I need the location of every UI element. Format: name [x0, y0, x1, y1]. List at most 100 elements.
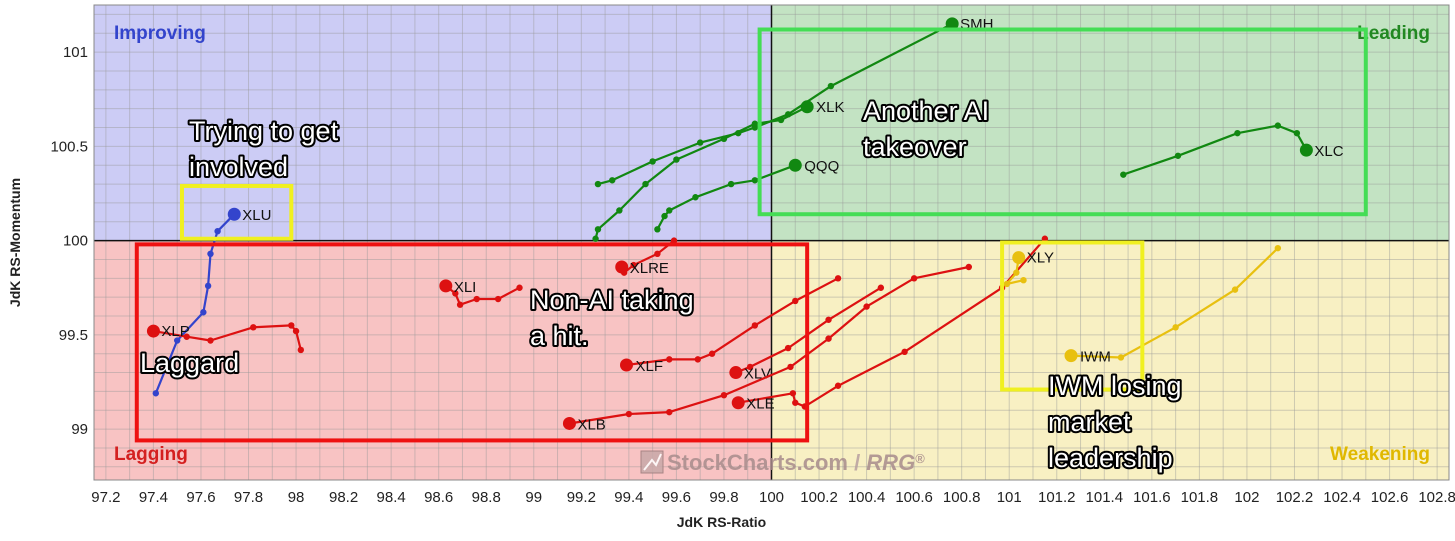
series-point-xli	[473, 295, 480, 303]
series-point-xlu	[214, 227, 221, 235]
series-point-xlv	[877, 284, 885, 291]
x-tick-label: 99.4	[614, 489, 643, 506]
series-label-xlc: XLC	[1314, 143, 1343, 160]
quadrant-leading	[771, 5, 1449, 241]
series-point-smh	[696, 139, 704, 146]
x-tick-label: 100.6	[895, 489, 933, 506]
series-point-xlv	[784, 344, 792, 352]
x-tick-label: 97.2	[91, 489, 120, 506]
series-point-iwm	[1274, 244, 1282, 252]
x-tick-label: 100.4	[848, 489, 886, 506]
series-head-xlb	[562, 416, 576, 430]
series-label-xlb: XLB	[577, 416, 605, 433]
series-point-smh	[594, 180, 602, 188]
callout-line: IWM losing	[1048, 371, 1182, 401]
series-point-xlre	[670, 237, 678, 244]
x-tick-label: 102.4	[1323, 489, 1361, 506]
x-axis-title: JdK RS-Ratio	[677, 514, 766, 530]
x-tick-label: 98.4	[377, 489, 406, 506]
series-point-xlb	[625, 410, 633, 418]
y-tick-label: 101	[63, 44, 88, 61]
series-point-xly	[1020, 276, 1027, 284]
x-tick-label: 97.4	[139, 489, 168, 506]
series-point-xlk	[594, 226, 602, 233]
callout-line: a hit.	[530, 321, 589, 351]
callout-iwm: IWM losing market leadership	[1046, 369, 1184, 475]
series-label-xlk: XLK	[816, 99, 844, 116]
series-xlp: XLP	[146, 322, 305, 354]
series-label-xlp: XLP	[161, 323, 189, 340]
series-point-xlb	[863, 303, 870, 310]
series-point-qqq	[654, 226, 661, 233]
series-point-xlf	[834, 275, 842, 282]
x-tick-label: 98.2	[329, 489, 358, 506]
series-point-xlu	[200, 309, 207, 316]
series-point-xlre	[630, 261, 637, 269]
callout-line: Another AI	[863, 96, 989, 126]
series-point-xlk	[616, 207, 623, 214]
x-tick-label: 101.2	[1038, 489, 1076, 506]
callout-takeover: Another AI takeover	[861, 94, 991, 164]
series-label-xlre: XLRE	[630, 260, 669, 277]
quadrant-weakening	[771, 240, 1449, 480]
callout-nonai: Non-AI taking a hit.	[528, 283, 696, 353]
x-tick-label: 98.6	[424, 489, 453, 506]
series-head-xlf	[619, 358, 633, 372]
series-point-xli	[452, 290, 459, 297]
x-tick-label: 99	[525, 489, 542, 506]
y-tick-label: 99.5	[59, 327, 88, 344]
series-line-xly	[1005, 256, 1025, 286]
highlight-box-xlu-box	[179, 183, 294, 241]
series-xli: XLI	[439, 279, 523, 308]
watermark-separator: /	[848, 450, 866, 475]
x-tick-label: 102.6	[1371, 489, 1409, 506]
x-tick-label: 102	[1234, 489, 1259, 506]
series-point-xlp	[297, 346, 305, 354]
series-point-xlk	[592, 235, 599, 242]
series-xlu: XLU	[152, 207, 271, 397]
series-head-xle	[731, 396, 745, 410]
series-point-qqq	[661, 212, 668, 220]
series-head-qqq	[788, 158, 802, 172]
callout-line: Non-AI taking	[530, 285, 694, 315]
x-tick-label: 99.6	[662, 489, 691, 506]
series-point-xle	[789, 390, 797, 397]
series-point-xlf	[666, 356, 673, 363]
callout-line: leadership	[1048, 443, 1173, 473]
highlight-box-iwm-box	[1000, 240, 1145, 392]
series-point-xlv	[825, 316, 832, 323]
series-xlb: XLB	[562, 263, 973, 433]
series-point-xlu	[207, 250, 214, 258]
y-tick-label: 99	[71, 421, 88, 438]
series-xlf: XLF	[619, 275, 842, 375]
series-xlv: XLV	[729, 284, 885, 383]
series-point-xle	[901, 348, 908, 356]
x-tick-label: 102.2	[1276, 489, 1314, 506]
series-head-smh	[945, 17, 959, 31]
series-point-smh	[649, 158, 656, 165]
x-tick-label: 99.2	[567, 489, 596, 506]
series-label-xlu: XLU	[242, 207, 271, 224]
series-point-smh	[609, 177, 616, 184]
series-point-xlp	[292, 327, 300, 335]
series-xlc: XLC	[1120, 122, 1344, 178]
series-point-xlk	[777, 116, 785, 124]
series-point-xlf	[694, 356, 702, 363]
series-point-qqq	[727, 180, 735, 188]
series-point-xlu	[174, 337, 181, 344]
callout-involved: Trying to get involved	[187, 114, 341, 184]
series-point-xlu	[152, 390, 160, 397]
watermark-text: StockCharts.com / RRG®	[667, 450, 925, 475]
series-head-xlc	[1299, 143, 1313, 157]
series-point-xlu	[204, 282, 212, 290]
series-point-xli	[494, 295, 502, 303]
watermark-suffix: RRG	[866, 450, 915, 475]
y-tick-label: 100	[63, 233, 88, 250]
series-point-qqq	[692, 194, 699, 201]
x-tick-label: 99.8	[709, 489, 738, 506]
series-label-xlf: XLF	[635, 358, 663, 375]
series-point-xle	[834, 382, 842, 389]
x-tick-label: 101	[997, 489, 1022, 506]
series-point-iwm	[1231, 286, 1239, 293]
